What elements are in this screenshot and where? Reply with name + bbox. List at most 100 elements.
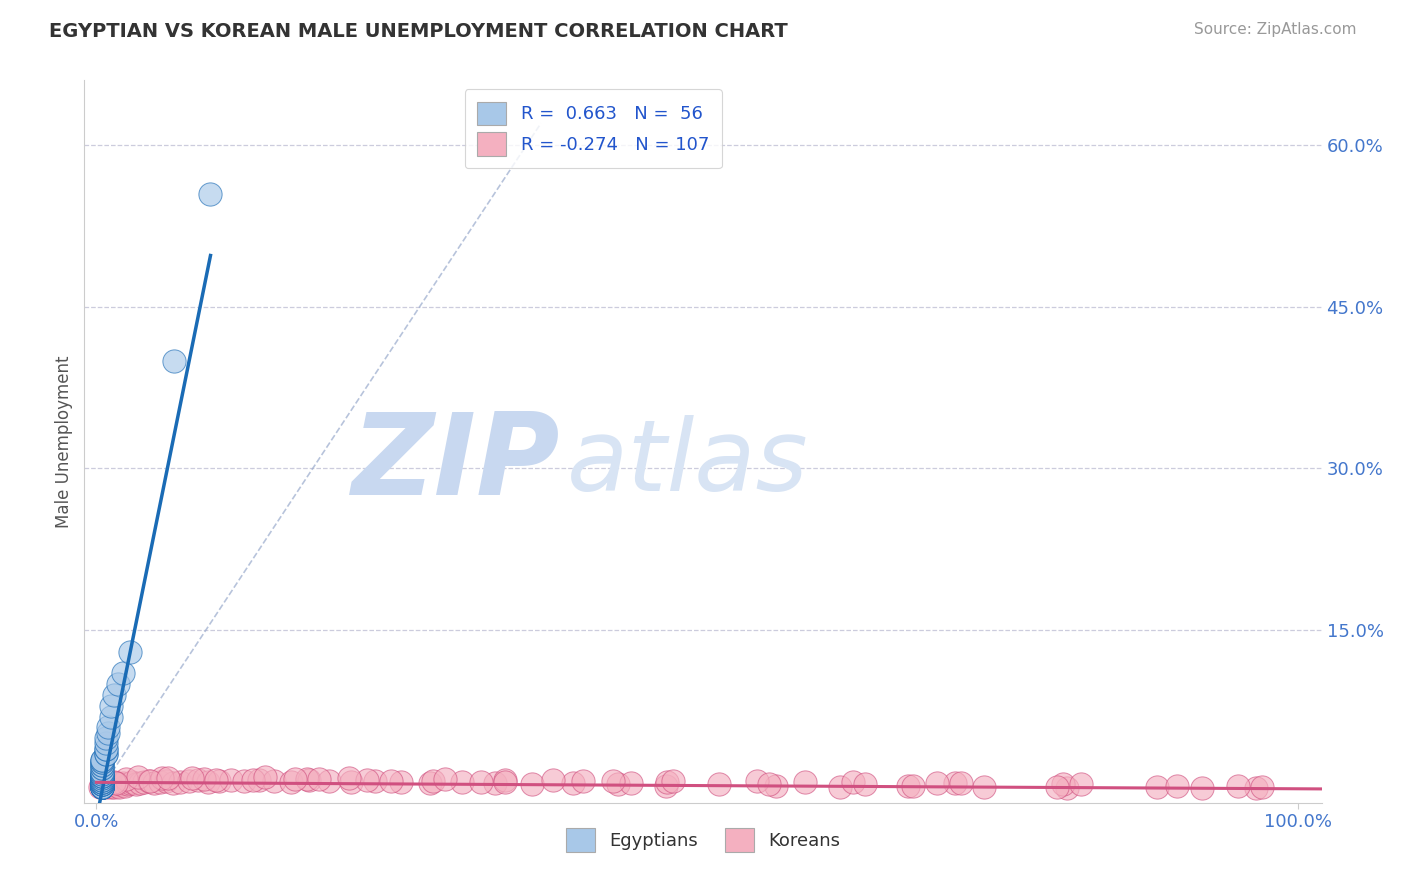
Point <box>606 777 628 791</box>
Point <box>98 779 121 793</box>
Point <box>298 773 321 788</box>
Point <box>94 779 117 793</box>
Point <box>94 742 117 756</box>
Point <box>1146 780 1168 794</box>
Point <box>433 772 456 786</box>
Point <box>284 772 307 786</box>
Point <box>280 775 302 789</box>
Point <box>97 777 120 791</box>
Point <box>143 776 166 790</box>
Point <box>108 780 131 794</box>
Point <box>97 725 120 739</box>
Point <box>419 776 441 790</box>
Point <box>118 776 141 790</box>
Point <box>208 774 231 789</box>
Point <box>94 737 117 751</box>
Point <box>91 777 114 791</box>
Point <box>380 774 402 789</box>
Point <box>197 775 219 789</box>
Point <box>169 775 191 789</box>
Point <box>484 776 506 790</box>
Point <box>91 755 114 769</box>
Point <box>242 773 264 788</box>
Point <box>340 775 363 789</box>
Point <box>91 769 114 783</box>
Point <box>1070 777 1092 791</box>
Point <box>318 774 340 789</box>
Point <box>91 780 114 794</box>
Point <box>897 779 920 793</box>
Point <box>111 776 134 790</box>
Point <box>91 780 114 794</box>
Point <box>1244 780 1267 795</box>
Point <box>187 773 209 788</box>
Point <box>91 780 114 794</box>
Point <box>91 780 114 794</box>
Point <box>745 774 768 789</box>
Point <box>655 779 678 793</box>
Point <box>494 775 516 789</box>
Point <box>91 773 114 788</box>
Point <box>91 771 114 785</box>
Point <box>89 780 111 794</box>
Point <box>117 777 139 791</box>
Point <box>94 747 117 762</box>
Point <box>94 742 117 756</box>
Point <box>91 780 114 794</box>
Point <box>541 773 564 788</box>
Point <box>91 777 114 791</box>
Point <box>94 747 117 762</box>
Point <box>107 779 129 793</box>
Point <box>91 780 114 794</box>
Point <box>125 777 148 791</box>
Point <box>100 698 122 713</box>
Point <box>149 775 172 789</box>
Point <box>828 780 851 794</box>
Point <box>121 775 143 789</box>
Point <box>91 775 114 789</box>
Point <box>127 770 149 784</box>
Point <box>205 773 228 788</box>
Point <box>91 753 114 767</box>
Point <box>91 764 114 779</box>
Point <box>157 771 180 785</box>
Text: ZIP: ZIP <box>353 408 561 519</box>
Point <box>91 766 114 780</box>
Text: EGYPTIAN VS KOREAN MALE UNEMPLOYMENT CORRELATION CHART: EGYPTIAN VS KOREAN MALE UNEMPLOYMENT COR… <box>49 22 787 41</box>
Point <box>91 777 114 791</box>
Point <box>103 779 125 793</box>
Point <box>943 776 966 790</box>
Point <box>107 677 129 691</box>
Point <box>91 775 114 789</box>
Point <box>470 775 492 789</box>
Point <box>91 771 114 785</box>
Point <box>903 779 925 793</box>
Point <box>91 764 114 779</box>
Point <box>104 777 127 791</box>
Point <box>91 777 114 791</box>
Point <box>794 775 817 789</box>
Point <box>308 772 330 786</box>
Point <box>1052 777 1074 791</box>
Point <box>94 731 117 745</box>
Point <box>662 774 685 789</box>
Point <box>91 761 114 775</box>
Point <box>391 775 413 789</box>
Point <box>91 769 114 783</box>
Point <box>295 772 318 786</box>
Point <box>138 774 160 789</box>
Point <box>93 779 115 793</box>
Point <box>91 775 114 789</box>
Point <box>91 761 114 775</box>
Point <box>110 777 132 791</box>
Point <box>1191 780 1213 795</box>
Point <box>620 776 643 790</box>
Point <box>91 780 114 794</box>
Point <box>1250 780 1272 794</box>
Point <box>91 780 114 794</box>
Point <box>973 780 995 794</box>
Point <box>134 775 156 789</box>
Point <box>950 776 973 790</box>
Point <box>602 774 624 789</box>
Point <box>572 774 595 789</box>
